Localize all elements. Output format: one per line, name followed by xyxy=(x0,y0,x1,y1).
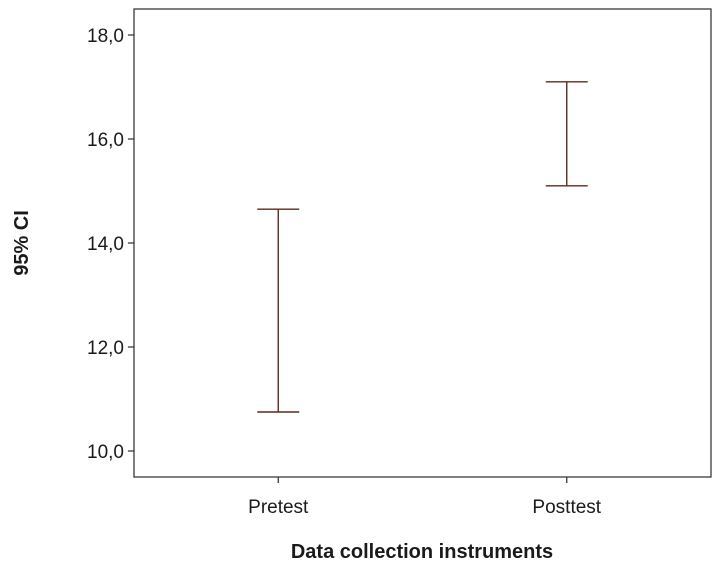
y-tick-label: 10,0 xyxy=(87,442,124,463)
y-axis: 10,0 12,0 14,0 16,0 18,0 xyxy=(87,26,134,463)
error-bar xyxy=(257,208,300,413)
y-tick-label: 14,0 xyxy=(87,234,124,255)
y-tick-label: 18,0 xyxy=(87,26,124,47)
y-tick-label: 16,0 xyxy=(87,130,124,151)
error-bars xyxy=(257,81,588,413)
y-axis-title: 95% CI xyxy=(11,210,33,276)
error-bar xyxy=(545,81,588,187)
x-tick-label: Pretest xyxy=(248,497,309,518)
y-tick-label: 12,0 xyxy=(87,338,124,359)
x-axis: Pretest Posttest xyxy=(248,477,602,518)
x-axis-title: Data collection instruments xyxy=(291,541,553,563)
plot-frame xyxy=(133,8,712,478)
x-tick-label: Posttest xyxy=(532,497,601,518)
